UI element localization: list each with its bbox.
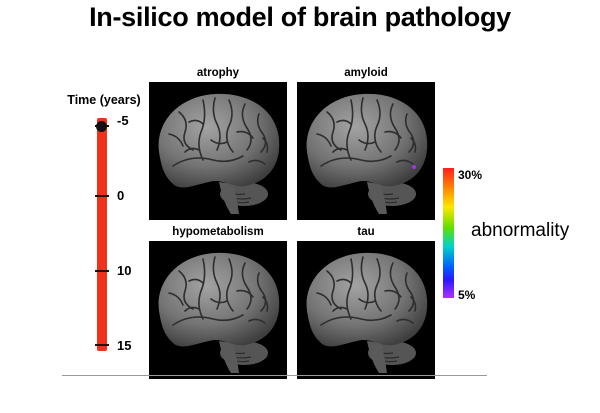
colorbar-min-label: 5% <box>458 288 476 302</box>
brain-image <box>305 252 428 374</box>
colorbar-max-label: 30% <box>458 168 483 182</box>
abnormality-spot <box>412 165 416 169</box>
timeline-marker[interactable] <box>96 121 107 132</box>
colorbar <box>443 168 454 298</box>
panel-label-tau: tau <box>357 226 375 238</box>
brain-panel-amyloid <box>297 82 435 220</box>
timeline-bar[interactable] <box>97 118 107 351</box>
panel-label-amyloid: amyloid <box>344 67 388 79</box>
timeline-tick-label: 0 <box>117 188 125 203</box>
timeline-tick <box>95 270 109 272</box>
timeline-tick <box>95 195 109 197</box>
colorbar-label: abnormality <box>471 220 570 241</box>
timeline-tick <box>95 344 109 346</box>
panel-label-hypometabolism: hypometabolism <box>172 226 264 238</box>
brain-panel-tau <box>297 241 435 379</box>
timeline-tick-label: -5 <box>117 113 129 128</box>
brain-panel-hypometabolism <box>149 241 287 379</box>
panel-label-atrophy: atrophy <box>196 67 240 79</box>
brain-image <box>157 252 280 374</box>
brain-panel-atrophy <box>149 82 287 220</box>
brain-image <box>305 93 428 215</box>
timeline-tick-label: 10 <box>117 263 132 278</box>
divider <box>62 375 487 376</box>
brain-image <box>157 93 280 215</box>
timeline-label: Time (years) <box>67 93 141 107</box>
page-title: In-silico model of brain pathology <box>89 2 511 32</box>
timeline-tick-label: 15 <box>117 338 132 353</box>
